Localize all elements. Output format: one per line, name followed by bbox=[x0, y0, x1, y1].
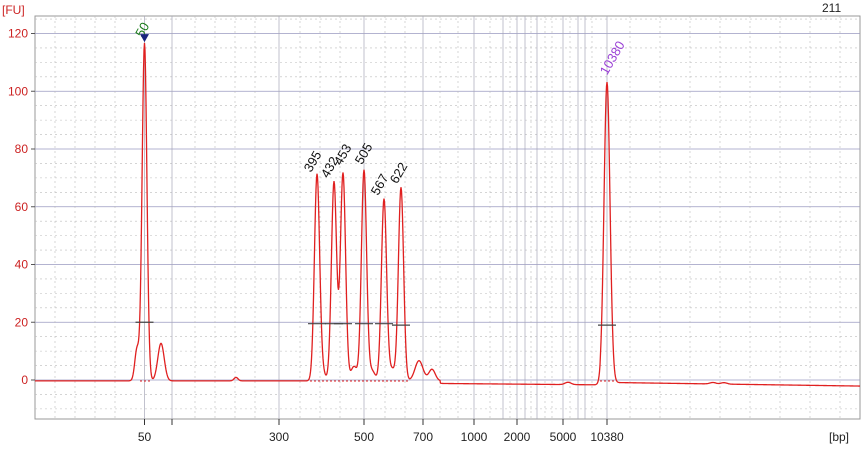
x-tick-label: 300 bbox=[269, 430, 289, 444]
x-axis-label: [bp] bbox=[829, 430, 849, 444]
peak-label: 10380 bbox=[597, 38, 628, 77]
x-ticks: 50 300 500 700 1000 2000 5000 10380 bbox=[138, 419, 624, 444]
grid bbox=[34, 15, 861, 420]
x-tick-label: 1000 bbox=[461, 430, 488, 444]
y-tick-label: 40 bbox=[15, 258, 29, 272]
plot-frame bbox=[34, 15, 861, 420]
x-tick-label: 5000 bbox=[550, 430, 577, 444]
y-tick-label: 20 bbox=[15, 315, 29, 329]
x-tick-label: 50 bbox=[138, 430, 152, 444]
x-tick-label: 500 bbox=[354, 430, 374, 444]
y-tick-label: 100 bbox=[8, 84, 28, 98]
y-tick-label: 60 bbox=[15, 200, 29, 214]
signal-trace bbox=[35, 42, 860, 387]
peak-label: 505 bbox=[352, 140, 376, 166]
x-tick-label: 10380 bbox=[590, 430, 624, 444]
sample-id: 211 bbox=[822, 1, 841, 15]
x-tick-label: 700 bbox=[413, 430, 433, 444]
peak-marker-triangle bbox=[140, 34, 149, 43]
y-tick-label: 0 bbox=[21, 373, 28, 387]
x-tick-label: 2000 bbox=[504, 430, 531, 444]
axes: [FU] [bp] 211 bbox=[2, 1, 849, 444]
y-tick-label: 80 bbox=[15, 142, 29, 156]
smear-markers bbox=[135, 321, 616, 326]
trace bbox=[35, 42, 860, 387]
y-tick-label: 120 bbox=[8, 27, 28, 41]
y-ticks: 0 20 40 60 80 100 120 bbox=[8, 27, 35, 387]
y-axis-label: [FU] bbox=[2, 3, 25, 17]
